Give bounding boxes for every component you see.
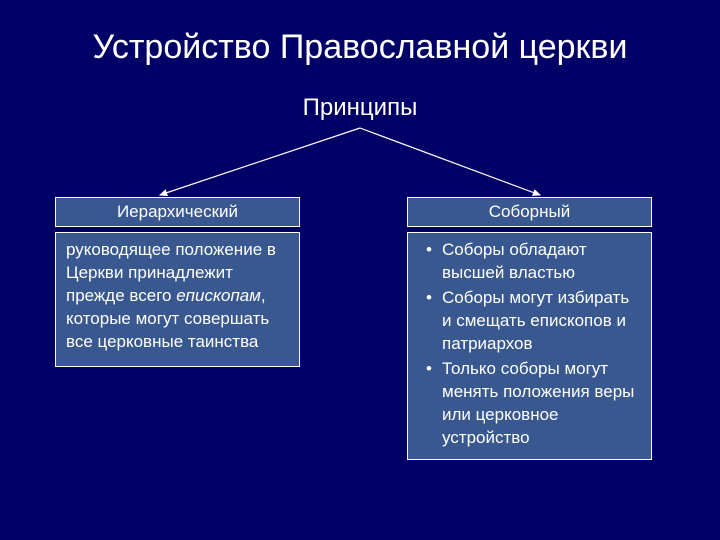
- left-header: Иерархический: [55, 197, 300, 227]
- list-item: Только соборы могут менять положения вер…: [418, 358, 641, 450]
- list-item: Соборы могут избирать и смещать епископо…: [418, 287, 641, 356]
- left-body: руководящее положение в Церкви принадлеж…: [55, 232, 300, 367]
- left-body-text: руководящее положение в Церкви принадлеж…: [66, 239, 289, 354]
- right-bullet-list: Соборы обладают высшей властьюСоборы мог…: [418, 239, 641, 449]
- slide-subtitle: Принципы: [0, 94, 720, 122]
- right-body: Соборы обладают высшей властьюСоборы мог…: [407, 232, 652, 460]
- slide-title: Устройство Православной церкви: [0, 28, 720, 67]
- list-item: Соборы обладают высшей властью: [418, 239, 641, 285]
- right-header: Соборный: [407, 197, 652, 227]
